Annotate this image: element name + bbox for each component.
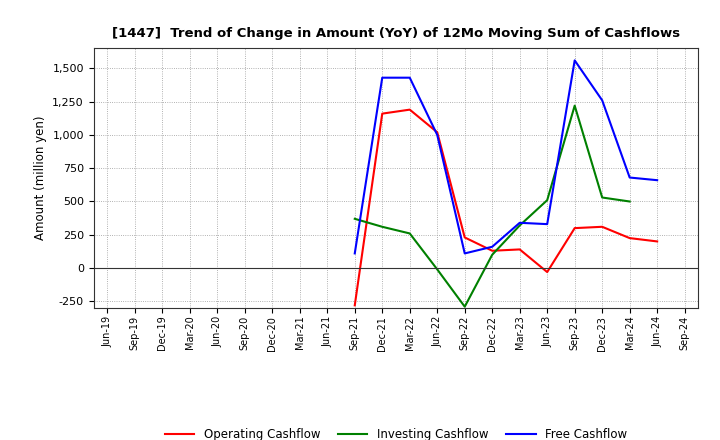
Operating Cashflow xyxy=(351,303,359,308)
Investing Cashflow xyxy=(351,216,359,221)
Y-axis label: Amount (million yen): Amount (million yen) xyxy=(34,116,47,240)
Investing Cashflow xyxy=(405,231,414,236)
Investing Cashflow xyxy=(488,252,497,257)
Operating Cashflow xyxy=(488,248,497,253)
Operating Cashflow xyxy=(626,235,634,241)
Operating Cashflow xyxy=(460,235,469,240)
Line: Free Cashflow: Free Cashflow xyxy=(355,60,657,253)
Free Cashflow xyxy=(653,178,662,183)
Investing Cashflow xyxy=(378,224,387,229)
Free Cashflow xyxy=(598,98,606,103)
Operating Cashflow xyxy=(433,130,441,135)
Line: Operating Cashflow: Operating Cashflow xyxy=(355,110,657,305)
Line: Investing Cashflow: Investing Cashflow xyxy=(355,106,630,307)
Investing Cashflow xyxy=(598,195,606,200)
Free Cashflow xyxy=(405,75,414,81)
Operating Cashflow xyxy=(653,239,662,244)
Investing Cashflow xyxy=(543,198,552,203)
Legend: Operating Cashflow, Investing Cashflow, Free Cashflow: Operating Cashflow, Investing Cashflow, … xyxy=(160,423,632,440)
Free Cashflow xyxy=(543,221,552,227)
Operating Cashflow xyxy=(405,107,414,112)
Free Cashflow xyxy=(378,75,387,81)
Investing Cashflow xyxy=(570,103,579,108)
Free Cashflow xyxy=(460,251,469,256)
Operating Cashflow xyxy=(378,111,387,116)
Operating Cashflow xyxy=(570,225,579,231)
Operating Cashflow xyxy=(598,224,606,229)
Operating Cashflow xyxy=(543,269,552,275)
Free Cashflow xyxy=(516,220,524,225)
Free Cashflow xyxy=(488,244,497,249)
Investing Cashflow xyxy=(626,199,634,204)
Investing Cashflow xyxy=(433,267,441,272)
Investing Cashflow xyxy=(516,223,524,228)
Free Cashflow xyxy=(626,175,634,180)
Title: [1447]  Trend of Change in Amount (YoY) of 12Mo Moving Sum of Cashflows: [1447] Trend of Change in Amount (YoY) o… xyxy=(112,27,680,40)
Investing Cashflow xyxy=(460,304,469,309)
Free Cashflow xyxy=(351,251,359,256)
Free Cashflow xyxy=(570,58,579,63)
Free Cashflow xyxy=(433,132,441,138)
Operating Cashflow xyxy=(516,247,524,252)
